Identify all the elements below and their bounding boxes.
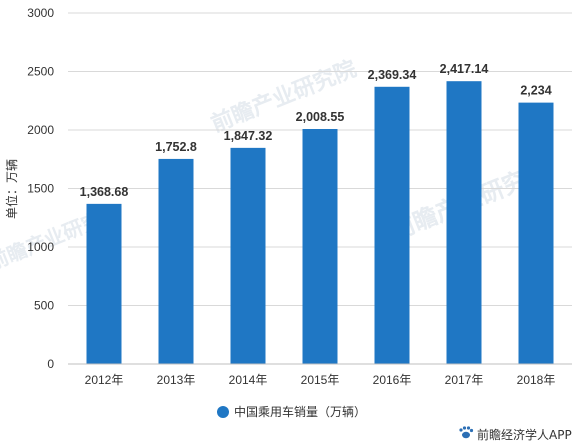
bar <box>374 86 410 364</box>
y-tick-label: 1000 <box>27 240 54 254</box>
data-label: 2,008.55 <box>296 110 345 124</box>
legend-label: 中国乘用车销量（万辆） <box>234 404 366 419</box>
bar-series <box>86 81 554 365</box>
y-tick-label: 500 <box>34 299 54 313</box>
bar <box>86 203 122 364</box>
bar <box>158 158 194 364</box>
watermark-text: 前瞻产业研究院 <box>208 56 361 138</box>
bar <box>302 128 338 364</box>
data-label: 1,847.32 <box>224 129 273 143</box>
x-tick-label: 2014年 <box>229 373 268 387</box>
x-tick-label: 2015年 <box>301 373 340 387</box>
y-tick-label: 0 <box>47 357 54 371</box>
data-label: 2,369.34 <box>368 68 417 82</box>
data-labels: 1,368.68 1,752.8 1,847.32 2,008.55 2,369.34 2… <box>80 62 552 199</box>
x-tick-label: 2017年 <box>445 373 484 387</box>
y-axis-label: 单位：万辆 <box>4 159 19 219</box>
circle-marker-icon <box>217 406 229 418</box>
bar <box>230 147 266 364</box>
data-label: 1,368.68 <box>80 185 129 199</box>
credit-text: 前瞻经济学人APP <box>477 427 572 442</box>
y-axis-ticks: 0 500 1000 1500 2000 2500 3000 <box>27 6 54 371</box>
x-tick-label: 2018年 <box>517 373 556 387</box>
data-label: 2,417.14 <box>440 62 489 76</box>
bar <box>518 102 554 364</box>
legend: 中国乘用车销量（万辆） <box>217 404 366 419</box>
y-tick-label: 3000 <box>27 6 54 20</box>
credit: 前瞻经济学人APP <box>459 426 572 442</box>
paw-logo-icon <box>459 426 474 439</box>
x-tick-label: 2013年 <box>157 373 196 387</box>
data-label: 2,234 <box>520 84 551 98</box>
x-tick-label: 2012年 <box>85 373 124 387</box>
y-tick-label: 1500 <box>27 182 54 196</box>
bar <box>446 81 482 365</box>
x-tick-label: 2016年 <box>373 373 412 387</box>
y-tick-label: 2000 <box>27 123 54 137</box>
y-tick-label: 2500 <box>27 65 54 79</box>
x-axis-ticks: 2012年 2013年 2014年 2015年 2016年 2017年 2018年 <box>85 373 556 387</box>
data-label: 1,752.8 <box>155 140 197 154</box>
